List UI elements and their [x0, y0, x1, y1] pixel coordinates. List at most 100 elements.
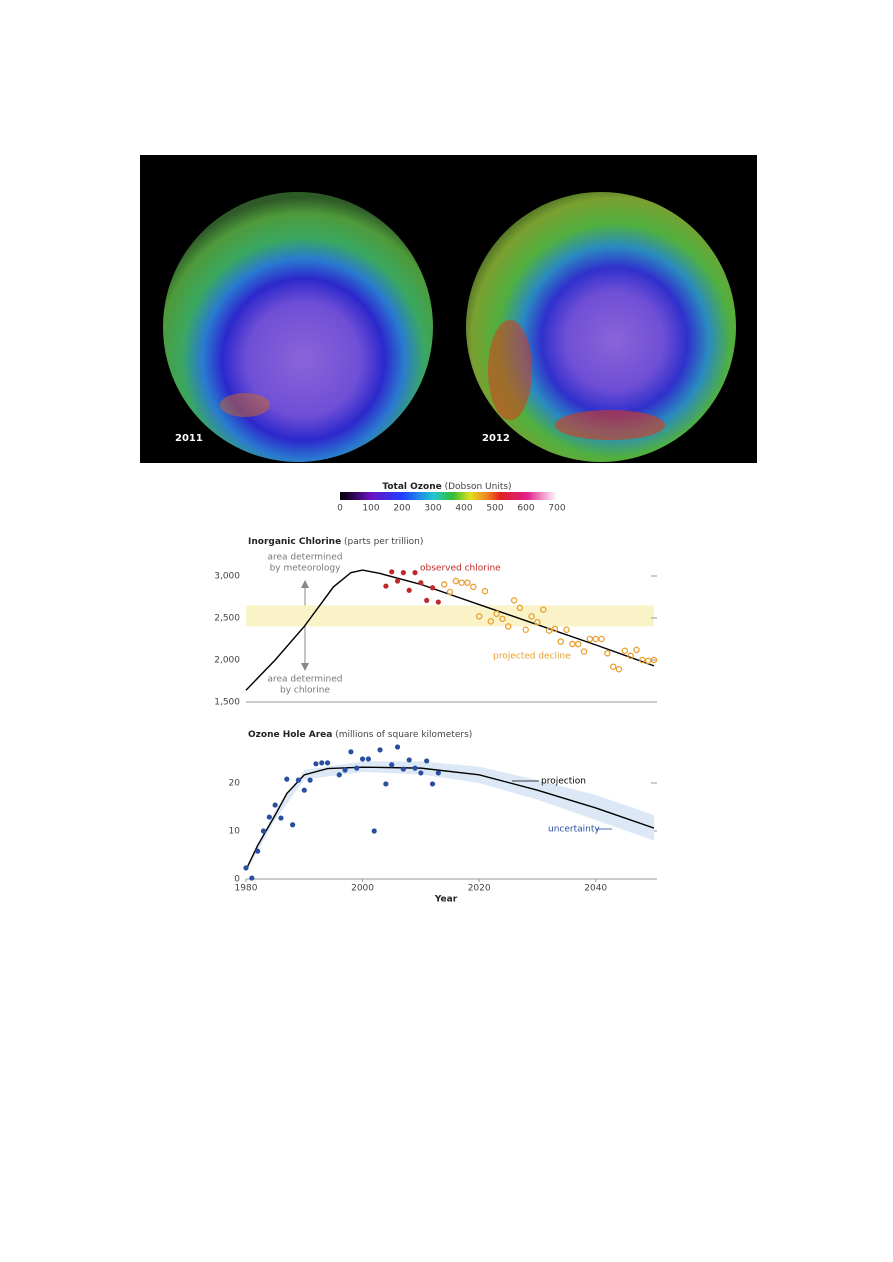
annotation: by chlorine — [280, 686, 330, 696]
annotation: area determined — [267, 553, 342, 563]
x-tick-label: 2000 — [351, 884, 374, 894]
data-circle — [644, 657, 652, 665]
colorbar-unit: (Dobson Units) — [445, 482, 512, 492]
x-tick-label: 2040 — [584, 884, 607, 894]
colorbar-tick-label: 700 — [548, 504, 565, 514]
data-dot — [400, 570, 406, 576]
data-dot — [389, 762, 395, 768]
data-circle — [510, 597, 518, 604]
data-circle — [516, 604, 524, 612]
colorbar-tick-label: 300 — [424, 504, 441, 514]
x-tick-label: 2020 — [468, 884, 491, 894]
data-dot — [295, 777, 302, 783]
data-dot — [383, 583, 389, 589]
data-circle — [458, 579, 465, 586]
data-circle — [650, 656, 658, 664]
map-patch — [220, 393, 270, 417]
x-tick-label: 1980 — [235, 884, 258, 894]
data-circle — [569, 640, 576, 648]
data-circle — [481, 587, 489, 595]
data-circle — [557, 638, 564, 645]
map-patch — [488, 320, 532, 420]
y-tick-label: 2,500 — [214, 614, 240, 624]
data-circle — [522, 626, 530, 634]
data-dot — [325, 760, 331, 766]
y-tick-label: 20 — [229, 779, 241, 789]
data-dot — [272, 802, 278, 808]
globe-2012 — [466, 192, 736, 462]
data-dot — [383, 781, 389, 787]
colorbar-tick-label: 400 — [455, 504, 472, 514]
data-dot — [266, 814, 272, 820]
data-circle — [609, 663, 617, 670]
chart-title-unit: (parts per trillion) — [344, 537, 423, 547]
data-circle — [487, 618, 495, 625]
data-circle — [534, 618, 541, 626]
data-dot — [348, 749, 354, 755]
series-label: uncertainty — [548, 825, 600, 835]
data-circle — [528, 613, 535, 620]
data-circle — [446, 588, 454, 596]
colorbar-tick-label: 0 — [337, 504, 343, 514]
data-dot — [354, 765, 360, 771]
data-circle — [464, 579, 471, 586]
y-tick-label: 10 — [229, 827, 241, 837]
colorbar-title: Total Ozone (Dobson Units) — [382, 482, 511, 492]
data-dot — [249, 875, 255, 881]
data-dot — [412, 570, 418, 576]
series-label: observed chlorine — [420, 564, 501, 574]
data-circle — [633, 646, 640, 654]
threshold-band — [246, 605, 654, 627]
data-dot — [319, 760, 325, 766]
data-circle — [540, 606, 547, 613]
data-dot — [429, 781, 436, 787]
y-tick-label: 2,000 — [214, 656, 240, 666]
y-tick-label: 1,500 — [214, 698, 240, 708]
data-circle — [452, 577, 460, 585]
data-dot — [342, 767, 348, 773]
data-dot — [301, 787, 307, 793]
data-dot — [400, 766, 406, 772]
chart-title-main: Inorganic Chlorine — [248, 537, 341, 547]
x-axis-label: Year — [434, 895, 458, 905]
colorbar-tick-label: 100 — [362, 504, 379, 514]
map-patch — [555, 410, 665, 440]
uncertainty-band — [246, 761, 654, 872]
data-circle — [586, 635, 594, 643]
colorbar-tick-label: 600 — [517, 504, 534, 514]
map-label: 2011 — [175, 433, 203, 444]
data-dot — [418, 580, 424, 586]
y-tick-label: 3,000 — [214, 572, 240, 582]
data-dot — [359, 756, 366, 762]
data-circle — [615, 665, 623, 673]
data-dot — [313, 761, 319, 767]
data-circle — [621, 647, 629, 655]
colorbar-tick-label: 200 — [393, 504, 410, 514]
chart-title-main: Ozone Hole Area — [248, 730, 332, 740]
data-circle — [574, 640, 582, 648]
data-circle — [639, 656, 646, 664]
data-dot — [377, 747, 383, 753]
annotation: by meteorology — [270, 564, 342, 574]
data-circle — [604, 650, 611, 657]
data-circle — [470, 583, 477, 591]
series-label: projection — [541, 777, 586, 787]
data-circle — [545, 627, 553, 634]
data-circle — [551, 625, 559, 633]
data-dot — [394, 744, 401, 750]
colorbar-title-main: Total Ozone — [382, 482, 441, 492]
annotation: area determined — [267, 675, 342, 685]
data-circle — [563, 626, 570, 634]
chart-title: Ozone Hole Area (millions of square kilo… — [248, 730, 472, 740]
data-dot — [290, 822, 296, 828]
data-dot — [243, 865, 249, 871]
data-dot — [394, 578, 401, 584]
data-dot — [429, 585, 436, 591]
data-dot — [284, 776, 290, 782]
data-dot — [424, 597, 430, 603]
data-dot — [435, 770, 441, 776]
chart-title: Inorganic Chlorine (parts per trillion) — [248, 537, 423, 547]
trend-line — [245, 569, 655, 691]
